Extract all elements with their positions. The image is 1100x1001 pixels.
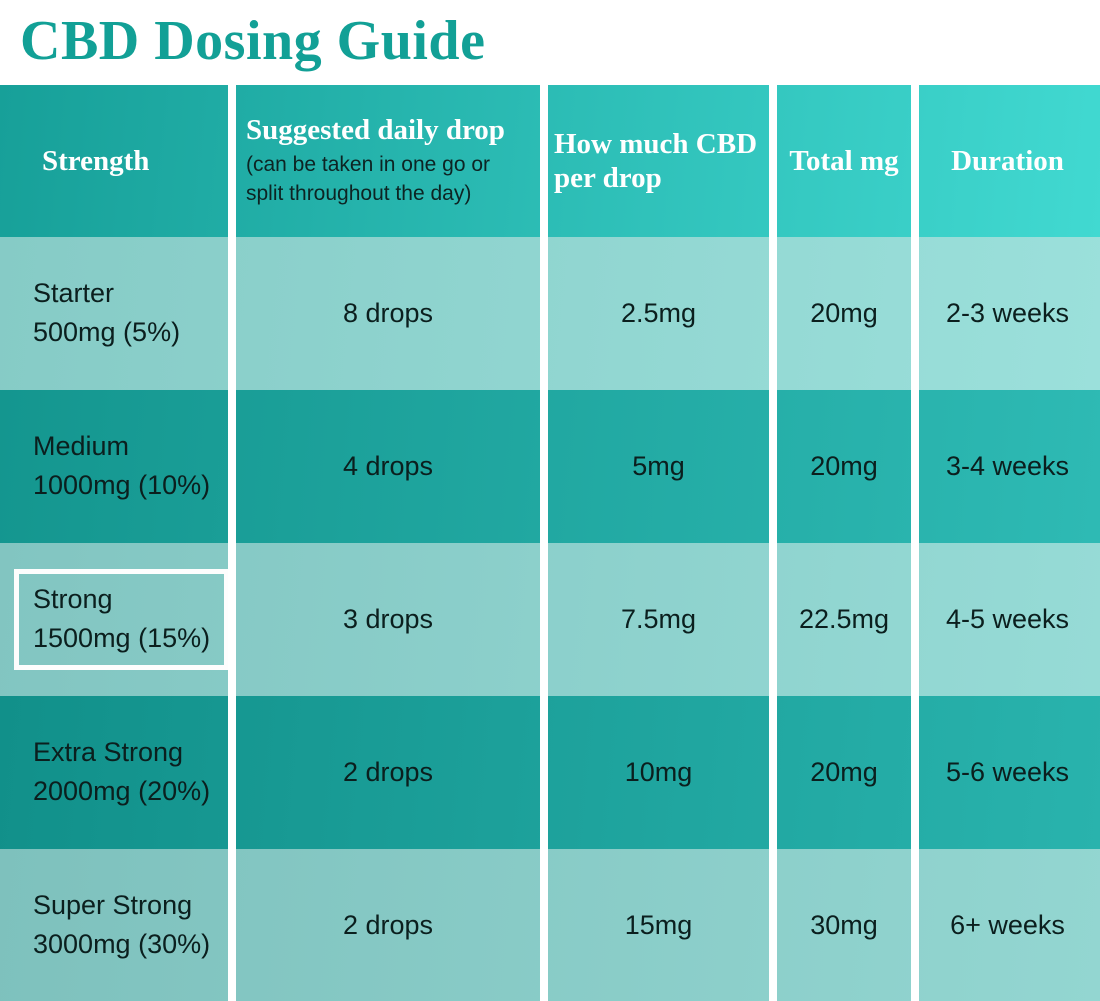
- strength-cell: Starter 500mg (5%): [0, 237, 232, 390]
- table-row-starter: Starter 500mg (5%) 8 drops 2.5mg 20mg 2-…: [0, 237, 1100, 390]
- duration-cell: 5-6 weeks: [945, 757, 1070, 788]
- total-mg-cell: 22.5mg: [798, 604, 890, 635]
- total-mg-cell: 30mg: [810, 910, 878, 941]
- total-mg-cell: 20mg: [810, 451, 878, 482]
- strength-detail: 3000mg (30%): [33, 928, 211, 959]
- column-divider: [769, 85, 777, 1001]
- total-mg-cell: 20mg: [810, 298, 878, 329]
- strength-name: Super Strong: [33, 890, 193, 921]
- strength-box: Super Strong 3000mg (30%): [14, 875, 229, 976]
- column-divider: [540, 85, 548, 1001]
- strength-detail: 500mg (5%): [33, 316, 181, 347]
- strength-detail: 2000mg (20%): [33, 775, 211, 806]
- strength-detail: 1000mg (10%): [33, 469, 211, 500]
- cbd-per-drop-cell: 2.5mg: [620, 298, 697, 329]
- strength-detail: 1500mg (15%): [33, 622, 211, 653]
- header-duration: Duration: [915, 85, 1100, 237]
- header-strength-label: Strength: [42, 144, 150, 177]
- cbd-per-drop-cell: 7.5mg: [620, 604, 697, 635]
- cbd-per-drop-cell: 10mg: [624, 757, 693, 788]
- table-header-row: Strength Suggested daily drop (can be ta…: [0, 85, 1100, 237]
- duration-cell: 4-5 weeks: [945, 604, 1070, 635]
- duration-cell: 3-4 weeks: [945, 451, 1070, 482]
- cbd-per-drop-cell: 5mg: [632, 451, 685, 482]
- strength-cell: Medium 1000mg (10%): [0, 390, 232, 543]
- duration-cell: 2-3 weeks: [945, 298, 1070, 329]
- table-row-super-strong: Super Strong 3000mg (30%) 2 drops 15mg 3…: [0, 849, 1100, 1001]
- header-cbd-per-drop-label: How much CBD per drop: [554, 127, 758, 194]
- table-row-medium: Medium 1000mg (10%) 4 drops 5mg 20mg 3-4…: [0, 390, 1100, 543]
- daily-drops-cell: 8 drops: [342, 298, 434, 329]
- strength-name: Medium: [33, 431, 130, 462]
- total-mg-cell: 20mg: [810, 757, 878, 788]
- header-total-mg-label: Total mg: [789, 144, 899, 177]
- cbd-per-drop-cell: 15mg: [624, 910, 693, 941]
- header-duration-label: Duration: [951, 144, 1064, 177]
- header-daily-drop-label: Suggested daily drop: [246, 113, 505, 146]
- strength-name: Starter: [33, 278, 115, 309]
- header-strength: Strength: [0, 85, 232, 237]
- header-total-mg: Total mg: [773, 85, 915, 237]
- header-daily-drop-note: (can be taken in one go or split through…: [246, 153, 491, 206]
- header-daily-drop: Suggested daily drop (can be taken in on…: [232, 85, 544, 237]
- daily-drops-cell: 4 drops: [342, 451, 434, 482]
- table-row-extra-strong: Extra Strong 2000mg (20%) 2 drops 10mg 2…: [0, 696, 1100, 849]
- strength-cell: Strong 1500mg (15%): [0, 543, 232, 696]
- strength-highlight-box: Strong 1500mg (15%): [14, 569, 230, 670]
- strength-box: Extra Strong 2000mg (20%): [14, 722, 229, 823]
- strength-box: Medium 1000mg (10%): [14, 416, 229, 517]
- strength-name: Strong: [33, 584, 113, 615]
- column-divider: [911, 85, 919, 1001]
- strength-cell: Super Strong 3000mg (30%): [0, 849, 232, 1001]
- dosing-table: Strength Suggested daily drop (can be ta…: [0, 85, 1100, 1001]
- daily-drops-cell: 2 drops: [342, 757, 434, 788]
- header-cbd-per-drop: How much CBD per drop: [544, 85, 773, 237]
- page-title: CBD Dosing Guide: [20, 10, 486, 72]
- strength-box: Starter 500mg (5%): [14, 263, 199, 364]
- column-divider: [228, 85, 236, 1001]
- strength-cell: Extra Strong 2000mg (20%): [0, 696, 232, 849]
- duration-cell: 6+ weeks: [950, 910, 1065, 941]
- strength-name: Extra Strong: [33, 737, 184, 768]
- table-row-strong: Strong 1500mg (15%) 3 drops 7.5mg 22.5mg…: [0, 543, 1100, 696]
- daily-drops-cell: 3 drops: [342, 604, 434, 635]
- daily-drops-cell: 2 drops: [342, 910, 434, 941]
